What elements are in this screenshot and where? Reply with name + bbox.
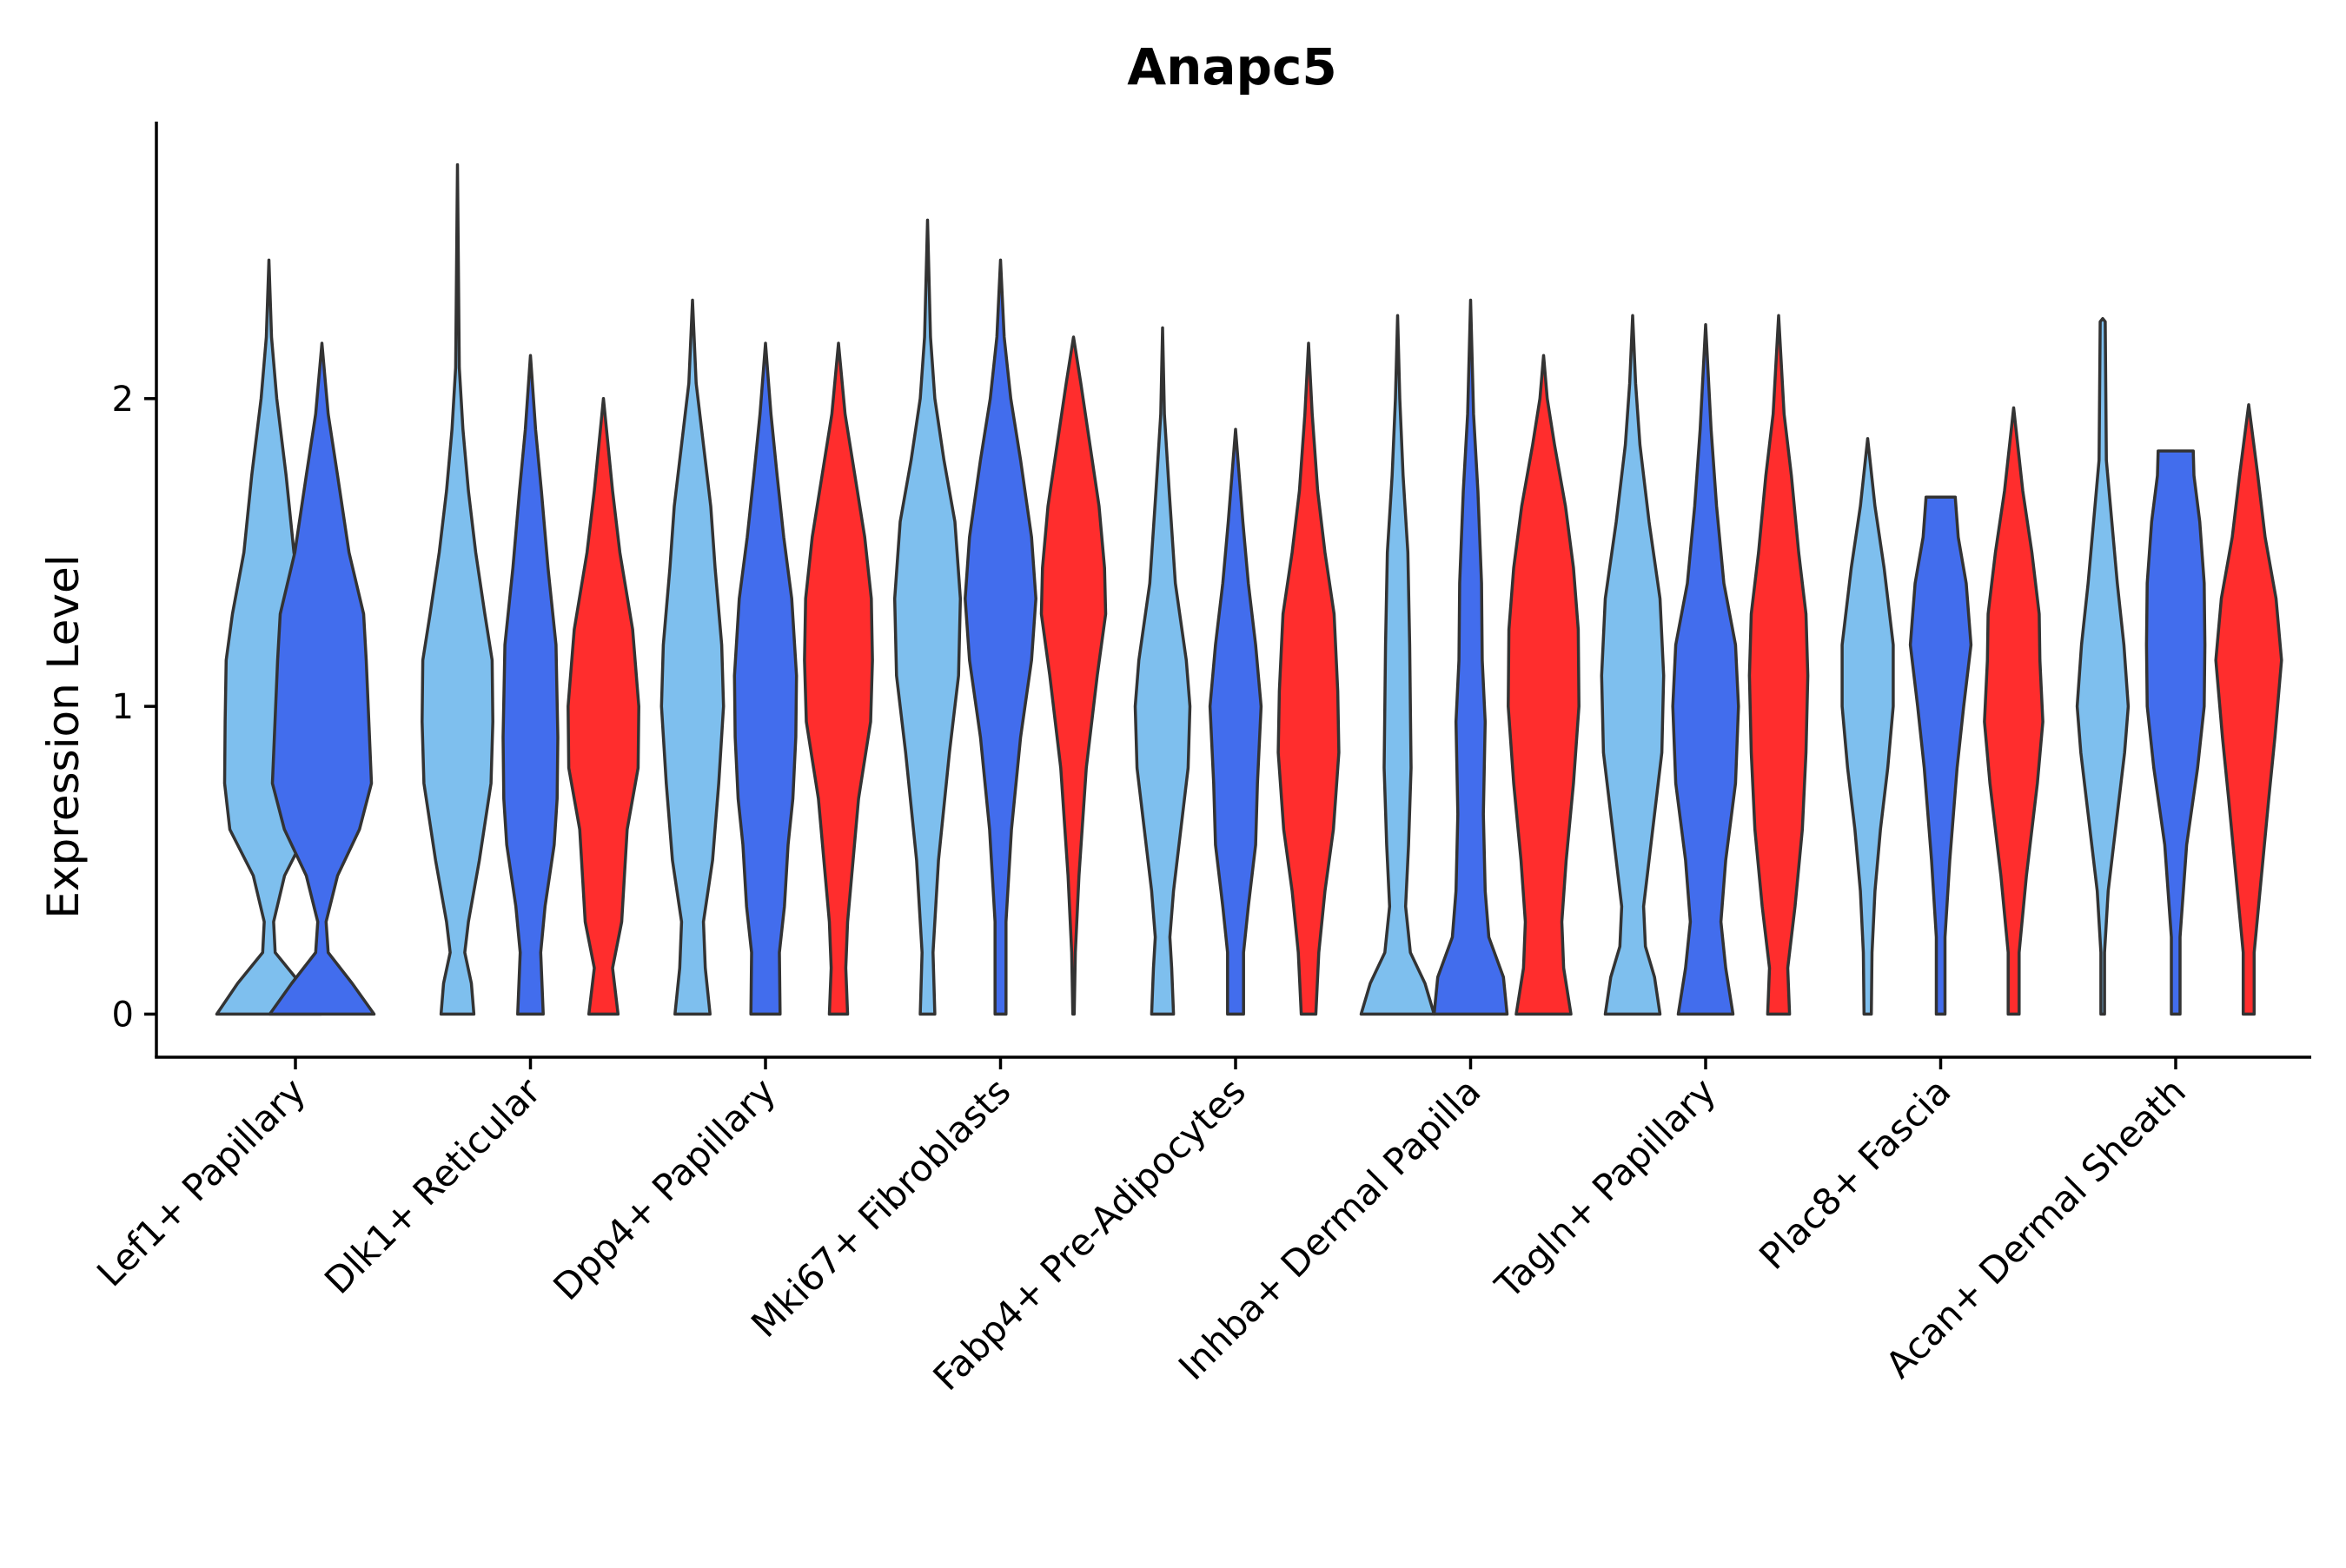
y-tick-label: 2 — [112, 380, 134, 420]
violin-8-1 — [2144, 449, 2207, 1016]
violin-2-1 — [732, 341, 799, 1016]
x-tick-label: Dpp4+ Papillary — [545, 1069, 784, 1308]
violin-5-1 — [1432, 298, 1509, 1016]
violin-6-0 — [1600, 314, 1666, 1016]
violin-4-0 — [1133, 326, 1192, 1016]
violin-0-1 — [268, 341, 376, 1016]
violin-layer — [215, 162, 2283, 1016]
violin-5-0 — [1359, 314, 1436, 1016]
chart-title: Anapc5 — [1127, 37, 1337, 96]
violin-3-0 — [892, 218, 963, 1016]
violin-8-0 — [2075, 316, 2131, 1016]
violin-7-1 — [1908, 495, 1973, 1016]
violin-4-1 — [1208, 427, 1263, 1016]
violin-2-0 — [659, 298, 726, 1016]
y-axis-label: Expression Level — [38, 554, 89, 918]
violin-7-2 — [1983, 406, 2044, 1016]
x-tick-label: Dlk1+ Reticular — [316, 1069, 549, 1302]
y-tick-label: 1 — [112, 687, 134, 727]
violin-8-2 — [2214, 403, 2283, 1016]
violin-3-1 — [964, 258, 1037, 1016]
y-axis-ticks: 0 1 2 — [112, 380, 156, 1035]
violin-2-2 — [803, 341, 874, 1016]
x-tick-label: Lef1+ Papillary — [89, 1069, 314, 1294]
violin-1-1 — [501, 354, 560, 1016]
violin-1-0 — [421, 162, 494, 1016]
violin-4-2 — [1276, 341, 1341, 1016]
x-tick-label: Plac8+ Fascia — [1751, 1069, 1958, 1277]
violin-7-0 — [1840, 437, 1895, 1016]
violin-6-2 — [1747, 314, 1810, 1016]
violin-1-2 — [567, 397, 640, 1016]
x-tick-label: Mki67+ Fibroblasts — [743, 1069, 1018, 1345]
x-tick-label: Tagln+ Papillary — [1487, 1069, 1724, 1307]
y-tick-label: 0 — [112, 995, 134, 1035]
violin-3-2 — [1039, 335, 1108, 1016]
violin-5-2 — [1507, 354, 1581, 1016]
violin-6-1 — [1671, 323, 1740, 1016]
